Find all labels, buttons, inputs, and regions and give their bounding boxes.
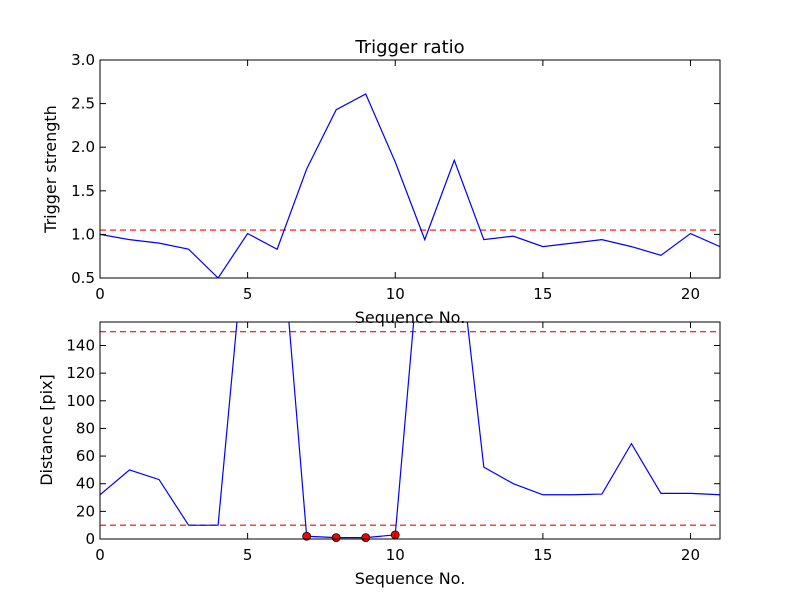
series-group bbox=[100, 322, 720, 539]
chart-title: Trigger ratio bbox=[354, 37, 464, 58]
y-tick-label: 60 bbox=[76, 447, 95, 465]
data-point bbox=[302, 531, 312, 541]
y-tick-label: 80 bbox=[76, 419, 95, 437]
series-line bbox=[100, 322, 720, 539]
y-tick-label: 2.5 bbox=[71, 95, 95, 113]
y-tick-label: 120 bbox=[66, 364, 95, 382]
distance-plot: 0 5 10 15 20 0 20 40 60 80 100 120 140 Sequence No.… bbox=[37, 321, 721, 588]
y-tick-label: 1.5 bbox=[71, 182, 95, 200]
y-axis-label: Distance [pix] bbox=[37, 374, 56, 486]
y-tick-label: 100 bbox=[66, 392, 95, 410]
series-group bbox=[100, 93, 720, 278]
x-tick-label: 15 bbox=[533, 546, 552, 564]
y-tick-label: 1.0 bbox=[71, 225, 95, 243]
y-axis-label: Trigger strength bbox=[41, 105, 60, 234]
x-tick-label: 0 bbox=[95, 546, 105, 564]
trigger-ratio-plot: Trigger ratio 0 5 10 15 20 0.5 1.0 1.5 2.0 2.5 3.… bbox=[41, 37, 721, 327]
x-tick-label: 5 bbox=[243, 285, 253, 303]
x-tick-label: 20 bbox=[681, 546, 700, 564]
x-axis-label: Sequence No. bbox=[355, 569, 466, 588]
y-tick-label: 140 bbox=[66, 336, 95, 354]
x-ticks: 0 5 10 15 20 bbox=[95, 60, 700, 303]
y-tick-label: 3.0 bbox=[71, 51, 95, 69]
x-tick-label: 15 bbox=[533, 285, 552, 303]
plot-frame bbox=[99, 59, 721, 279]
x-tick-label: 0 bbox=[95, 285, 105, 303]
x-tick-label: 10 bbox=[386, 285, 405, 303]
series-line bbox=[100, 93, 720, 278]
x-tick-label: 5 bbox=[243, 546, 253, 564]
data-point bbox=[361, 533, 371, 543]
plot-frame bbox=[99, 321, 721, 540]
y-tick-label: 2.0 bbox=[71, 138, 95, 156]
x-tick-label: 20 bbox=[681, 285, 700, 303]
y-tick-label: 0 bbox=[85, 530, 95, 548]
data-point bbox=[331, 533, 341, 543]
y-tick-label: 40 bbox=[76, 475, 95, 493]
y-ticks: 0.5 1.0 1.5 2.0 2.5 3.0 bbox=[71, 51, 720, 287]
y-tick-label: 20 bbox=[76, 502, 95, 520]
x-axis-label: Sequence No. bbox=[355, 308, 466, 327]
x-tick-label: 10 bbox=[386, 546, 405, 564]
x-ticks: 0 5 10 15 20 bbox=[95, 322, 700, 564]
y-ticks: 0 20 40 60 80 100 120 140 bbox=[66, 336, 720, 548]
y-tick-label: 0.5 bbox=[71, 269, 95, 287]
marker-group bbox=[302, 530, 400, 543]
